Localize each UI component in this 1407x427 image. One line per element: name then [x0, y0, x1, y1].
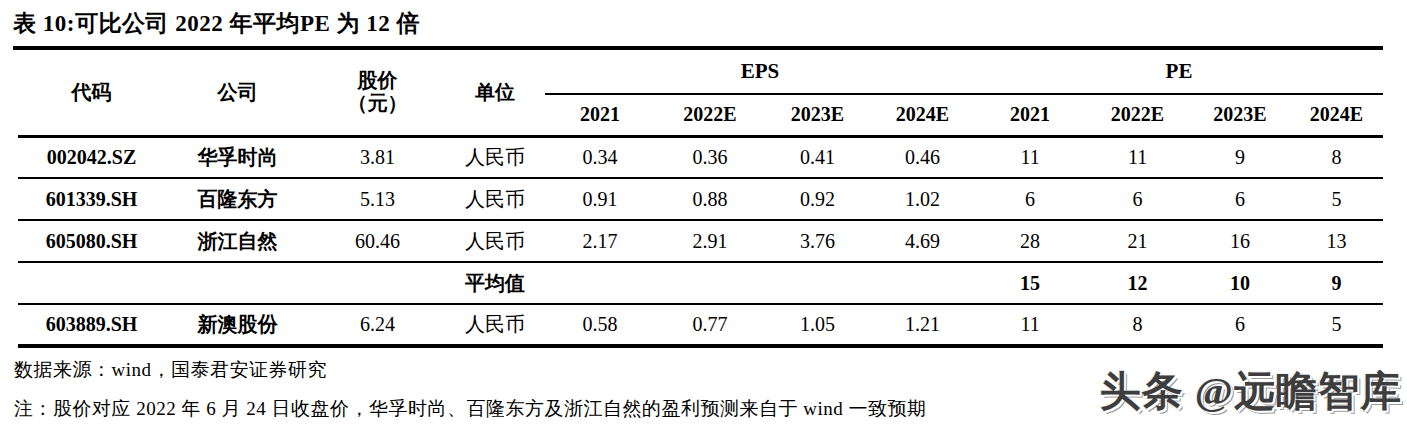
eps-year-2021: 2021: [545, 94, 655, 136]
eps-year-2023e: 2023E: [765, 94, 870, 136]
cell-avg-pe-2021: 15: [975, 262, 1085, 304]
col-header-price-line2: （元）: [312, 92, 443, 115]
cell-pe-2022e: 11: [1085, 136, 1190, 178]
cell-price: 6.24: [310, 304, 445, 346]
cell-eps-2022e: 0.77: [655, 304, 765, 346]
cell-empty: [310, 262, 445, 304]
cell-company-name: 华孚时尚: [165, 136, 310, 178]
cell-eps-2023e: 0.92: [765, 178, 870, 220]
group-header-pe: PE: [975, 50, 1383, 94]
cell-avg-pe-2024e: 9: [1290, 262, 1383, 304]
cell-stock-code: 002042.SZ: [18, 136, 165, 178]
cell-eps-2021: 0.91: [545, 178, 655, 220]
table-row: 002042.SZ 华孚时尚 3.81 人民币 0.34 0.36 0.41 0…: [18, 136, 1383, 178]
pe-year-2022e: 2022E: [1085, 94, 1190, 136]
pe-year-2024e: 2024E: [1290, 94, 1383, 136]
col-header-unit: 单位: [445, 50, 545, 136]
cell-pe-2024e: 13: [1290, 220, 1383, 262]
cell-stock-code: 601339.SH: [18, 178, 165, 220]
cell-pe-2023e: 6: [1190, 304, 1290, 346]
cell-eps-2022e: 2.91: [655, 220, 765, 262]
cell-empty: [765, 262, 870, 304]
cell-eps-2021: 0.58: [545, 304, 655, 346]
cell-pe-2023e: 16: [1190, 220, 1290, 262]
table-row: 605080.SH 浙江自然 60.46 人民币 2.17 2.91 3.76 …: [18, 220, 1383, 262]
cell-eps-2024e: 1.02: [870, 178, 975, 220]
cell-eps-2023e: 3.76: [765, 220, 870, 262]
eps-year-2022e: 2022E: [655, 94, 765, 136]
cell-pe-2022e: 6: [1085, 178, 1190, 220]
cell-pe-2024e: 5: [1290, 178, 1383, 220]
header-group-row: 代码 公司 股价 （元） 单位 EPS PE: [18, 50, 1383, 94]
cell-price: 60.46: [310, 220, 445, 262]
cell-eps-2023e: 0.41: [765, 136, 870, 178]
table-row: 603889.SH 新澳股份 6.24 人民币 0.58 0.77 1.05 1…: [18, 304, 1383, 346]
table-title: 表 10:可比公司 2022 年平均PE 为 12 倍: [13, 8, 1397, 39]
cell-pe-2021: 11: [975, 304, 1085, 346]
col-header-code: 代码: [18, 50, 165, 136]
cell-empty: [18, 262, 165, 304]
pe-year-2021: 2021: [975, 94, 1085, 136]
col-header-price-line1: 股价: [312, 69, 443, 92]
cell-empty: [545, 262, 655, 304]
cell-eps-2023e: 1.05: [765, 304, 870, 346]
watermark: 头条 @远瞻智库: [1100, 364, 1402, 419]
cell-pe-2024e: 8: [1290, 136, 1383, 178]
cell-avg-pe-2022e: 12: [1085, 262, 1190, 304]
cell-empty: [870, 262, 975, 304]
cell-eps-2024e: 1.21: [870, 304, 975, 346]
cell-stock-code: 605080.SH: [18, 220, 165, 262]
cell-unit: 人民币: [445, 220, 545, 262]
cell-unit: 人民币: [445, 136, 545, 178]
cell-company-name: 新澳股份: [165, 304, 310, 346]
cell-eps-2022e: 0.36: [655, 136, 765, 178]
cell-stock-code: 603889.SH: [18, 304, 165, 346]
comparable-companies-table: 代码 公司 股价 （元） 单位 EPS PE 2021 2022E 2023E …: [18, 50, 1383, 348]
eps-year-2024e: 2024E: [870, 94, 975, 136]
table-header: 代码 公司 股价 （元） 单位 EPS PE 2021 2022E 2023E …: [18, 50, 1383, 136]
cell-empty: [655, 262, 765, 304]
cell-pe-2023e: 6: [1190, 178, 1290, 220]
cell-average-label: 平均值: [445, 262, 545, 304]
cell-pe-2024e: 5: [1290, 304, 1383, 346]
cell-eps-2022e: 0.88: [655, 178, 765, 220]
cell-pe-2021: 11: [975, 136, 1085, 178]
report-page: 表 10:可比公司 2022 年平均PE 为 12 倍 代码 公司 股价 （元）…: [0, 8, 1407, 427]
table-body: 002042.SZ 华孚时尚 3.81 人民币 0.34 0.36 0.41 0…: [18, 136, 1383, 346]
cell-eps-2021: 2.17: [545, 220, 655, 262]
cell-avg-pe-2023e: 10: [1190, 262, 1290, 304]
pe-year-2023e: 2023E: [1190, 94, 1290, 136]
cell-eps-2021: 0.34: [545, 136, 655, 178]
cell-company-name: 浙江自然: [165, 220, 310, 262]
cell-eps-2024e: 0.46: [870, 136, 975, 178]
cell-unit: 人民币: [445, 178, 545, 220]
cell-price: 3.81: [310, 136, 445, 178]
cell-eps-2024e: 4.69: [870, 220, 975, 262]
cell-pe-2023e: 9: [1190, 136, 1290, 178]
col-header-company: 公司: [165, 50, 310, 136]
cell-empty: [165, 262, 310, 304]
table-row: 601339.SH 百隆东方 5.13 人民币 0.91 0.88 0.92 1…: [18, 178, 1383, 220]
cell-pe-2022e: 8: [1085, 304, 1190, 346]
cell-company-name: 百隆东方: [165, 178, 310, 220]
cell-unit: 人民币: [445, 304, 545, 346]
cell-price: 5.13: [310, 178, 445, 220]
average-row: 平均值 15 12 10 9: [18, 262, 1383, 304]
col-header-price: 股价 （元）: [310, 50, 445, 136]
cell-pe-2022e: 21: [1085, 220, 1190, 262]
cell-pe-2021: 28: [975, 220, 1085, 262]
cell-pe-2021: 6: [975, 178, 1085, 220]
group-header-eps: EPS: [545, 50, 975, 94]
